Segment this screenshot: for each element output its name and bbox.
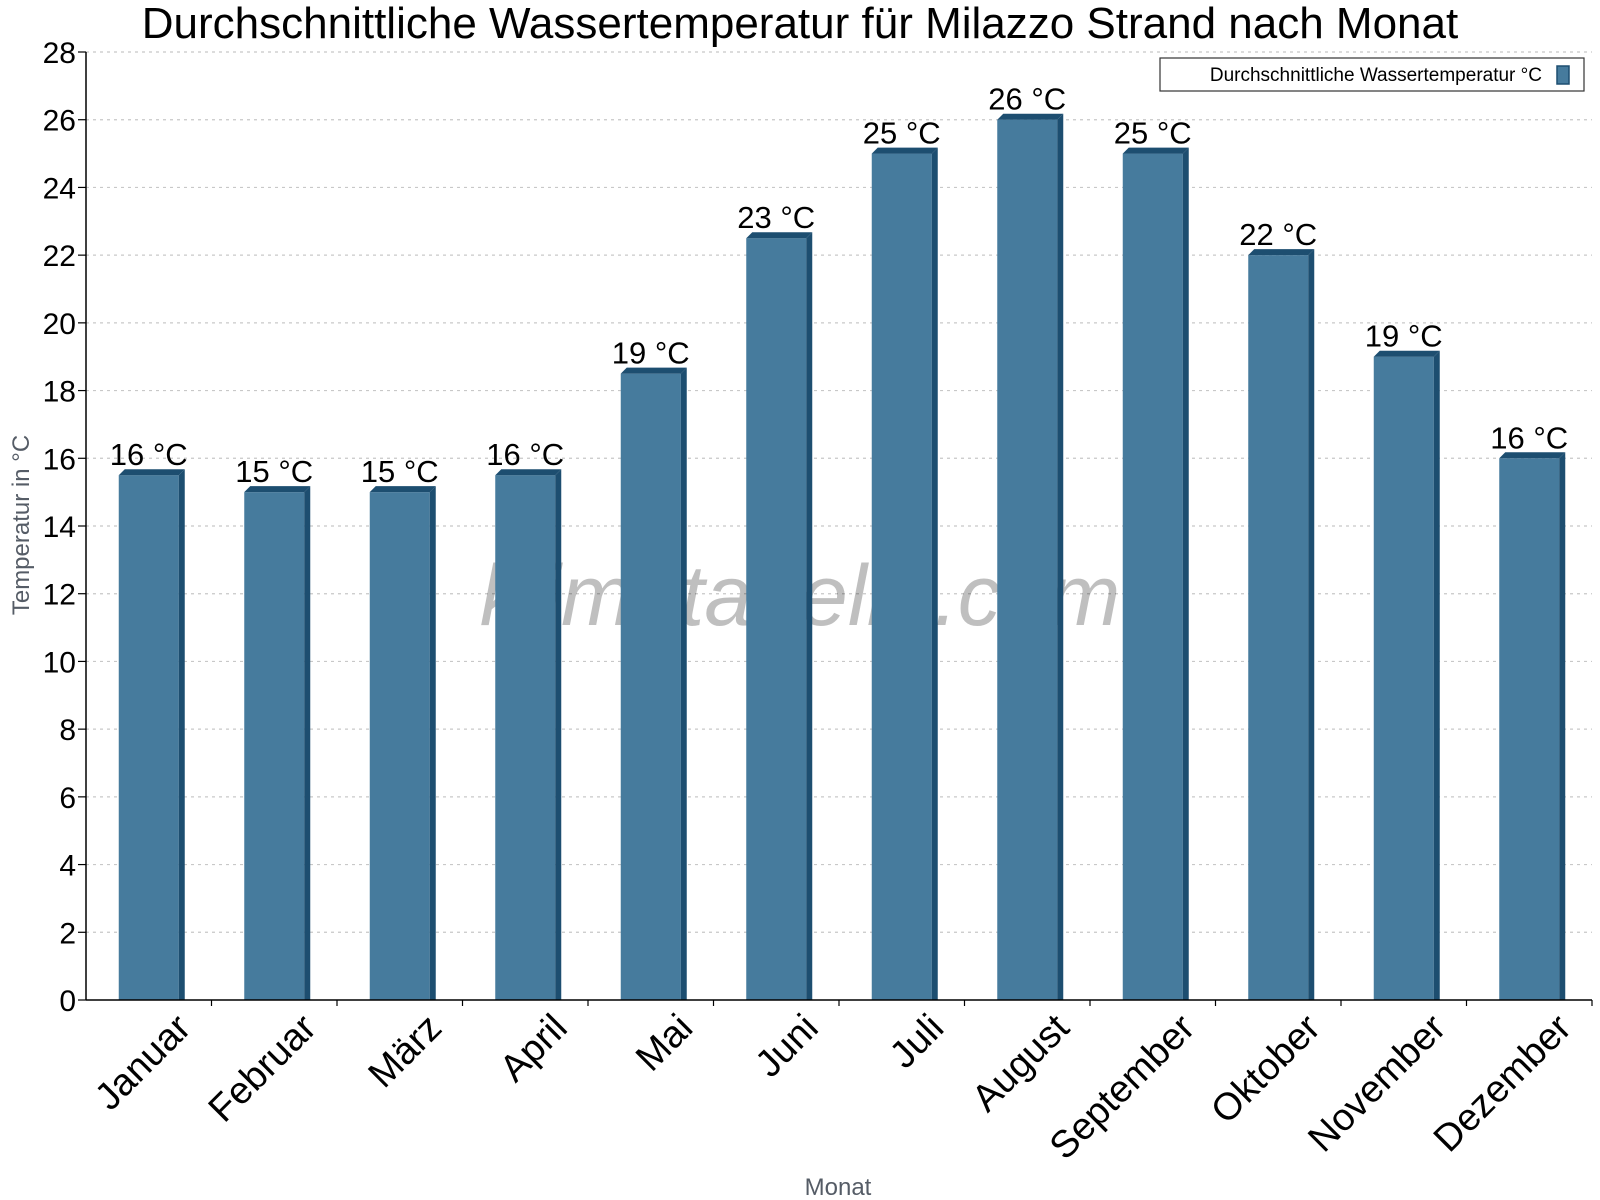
axes bbox=[78, 51, 1593, 1006]
chart-title: Durchschnittliche Wassertemperatur für M… bbox=[142, 0, 1458, 48]
value-label: 16 °C bbox=[110, 437, 188, 472]
bar-side bbox=[178, 469, 185, 1000]
y-tick-label: 2 bbox=[59, 917, 76, 950]
legend-swatch bbox=[1556, 65, 1570, 85]
bar bbox=[495, 469, 562, 1000]
bar bbox=[746, 232, 813, 1000]
bar-top bbox=[1373, 350, 1440, 357]
bar-side bbox=[806, 232, 813, 1000]
y-axis-title: Temperatur in °C bbox=[8, 435, 35, 615]
value-label: 23 °C bbox=[737, 200, 815, 235]
bar-side bbox=[1182, 147, 1189, 1001]
bar-side bbox=[555, 469, 562, 1000]
x-tick-label: August bbox=[964, 1006, 1078, 1120]
value-label: 25 °C bbox=[863, 116, 941, 151]
y-tick-label: 10 bbox=[43, 646, 76, 679]
bar-face bbox=[369, 492, 430, 1000]
bar-face bbox=[244, 492, 305, 1000]
y-tick-label: 4 bbox=[59, 850, 76, 883]
y-tick-label: 0 bbox=[59, 985, 76, 1018]
x-tick-label: Oktober bbox=[1203, 1006, 1329, 1132]
bar-side bbox=[429, 486, 436, 1001]
x-tick-label: Januar bbox=[87, 1006, 199, 1118]
y-tick-label: 28 bbox=[43, 37, 76, 70]
bar-face bbox=[495, 475, 556, 1000]
x-axis-title: Monat bbox=[805, 1174, 872, 1200]
x-tick-label: Februar bbox=[201, 1006, 325, 1130]
value-label: 25 °C bbox=[1114, 116, 1192, 151]
x-tick-label: Dezember bbox=[1426, 1006, 1580, 1160]
bar-face bbox=[620, 373, 681, 1001]
bar-top bbox=[495, 469, 562, 476]
bar-face bbox=[1373, 356, 1434, 1000]
bar-side bbox=[1057, 113, 1064, 1000]
value-label: 15 °C bbox=[235, 454, 313, 489]
x-tick-labels: Januar Februar März April Mai Juni Juli AugustS… bbox=[87, 1006, 1580, 1167]
x-tick-label: März bbox=[361, 1007, 450, 1096]
gridlines bbox=[86, 51, 1592, 933]
legend: Durchschnittliche Wassertemperatur °C bbox=[1159, 57, 1585, 92]
bar-face bbox=[746, 238, 807, 1000]
y-tick-label: 12 bbox=[43, 579, 76, 612]
bar bbox=[369, 486, 436, 1001]
bar-side bbox=[304, 486, 311, 1001]
y-tick-label: 6 bbox=[59, 782, 76, 815]
value-labels: 16 °C 15 °C 15 °C 16 °C 19 °C 23 °C 25 °C 26 °C… bbox=[110, 82, 1568, 489]
bar-face bbox=[871, 153, 932, 1001]
bar-top bbox=[118, 469, 185, 476]
bar-side bbox=[680, 367, 687, 1001]
value-label: 19 °C bbox=[612, 336, 690, 371]
y-tick-label: 22 bbox=[43, 240, 76, 273]
bar-face bbox=[1122, 153, 1183, 1001]
bar bbox=[244, 486, 311, 1001]
y-tick-label: 18 bbox=[43, 376, 76, 409]
y-tick-label: 8 bbox=[59, 714, 76, 747]
legend-label: Durchschnittliche Wassertemperatur °C bbox=[1210, 65, 1542, 86]
y-tick-label: 20 bbox=[43, 308, 76, 341]
bar bbox=[871, 147, 938, 1001]
bar-side bbox=[1559, 452, 1566, 1000]
bar-top bbox=[1248, 249, 1315, 256]
bar bbox=[1122, 147, 1189, 1001]
bar bbox=[1373, 350, 1440, 1000]
bar-top bbox=[620, 367, 687, 374]
y-tick-label: 26 bbox=[43, 105, 76, 138]
y-tick-label: 24 bbox=[43, 172, 76, 205]
bar bbox=[1248, 249, 1315, 1001]
y-tick-label: 16 bbox=[43, 443, 76, 476]
value-label: 26 °C bbox=[988, 82, 1066, 117]
bars bbox=[118, 113, 1566, 1001]
x-tick-label: April bbox=[492, 1007, 575, 1090]
bar-face bbox=[1499, 458, 1560, 1000]
x-tick-label: Juli bbox=[882, 1007, 952, 1077]
legend-box bbox=[1159, 57, 1585, 92]
bar-top bbox=[871, 147, 938, 154]
bar-face bbox=[118, 475, 179, 1000]
bar-face bbox=[997, 119, 1058, 1000]
value-label: 15 °C bbox=[361, 454, 439, 489]
bar bbox=[1499, 452, 1566, 1000]
bar bbox=[997, 113, 1064, 1000]
value-label: 19 °C bbox=[1365, 319, 1443, 354]
y-tick-label: 14 bbox=[43, 511, 76, 544]
bar-side bbox=[1433, 350, 1440, 1000]
bar-face bbox=[1248, 255, 1309, 1001]
bar-top bbox=[746, 232, 813, 239]
bar-top bbox=[1499, 452, 1566, 459]
bar-top bbox=[244, 486, 311, 493]
bar bbox=[620, 367, 687, 1001]
value-label: 16 °C bbox=[1490, 420, 1568, 455]
value-label: 22 °C bbox=[1239, 217, 1317, 252]
x-tick-label: Juni bbox=[748, 1007, 827, 1086]
bar-top bbox=[997, 113, 1064, 120]
bar-top bbox=[1122, 147, 1189, 154]
bar-side bbox=[1308, 249, 1315, 1001]
bar-top bbox=[369, 486, 436, 493]
bar-side bbox=[931, 147, 938, 1001]
bar bbox=[118, 469, 185, 1000]
value-label: 16 °C bbox=[486, 437, 564, 472]
x-tick-label: Mai bbox=[628, 1007, 701, 1080]
